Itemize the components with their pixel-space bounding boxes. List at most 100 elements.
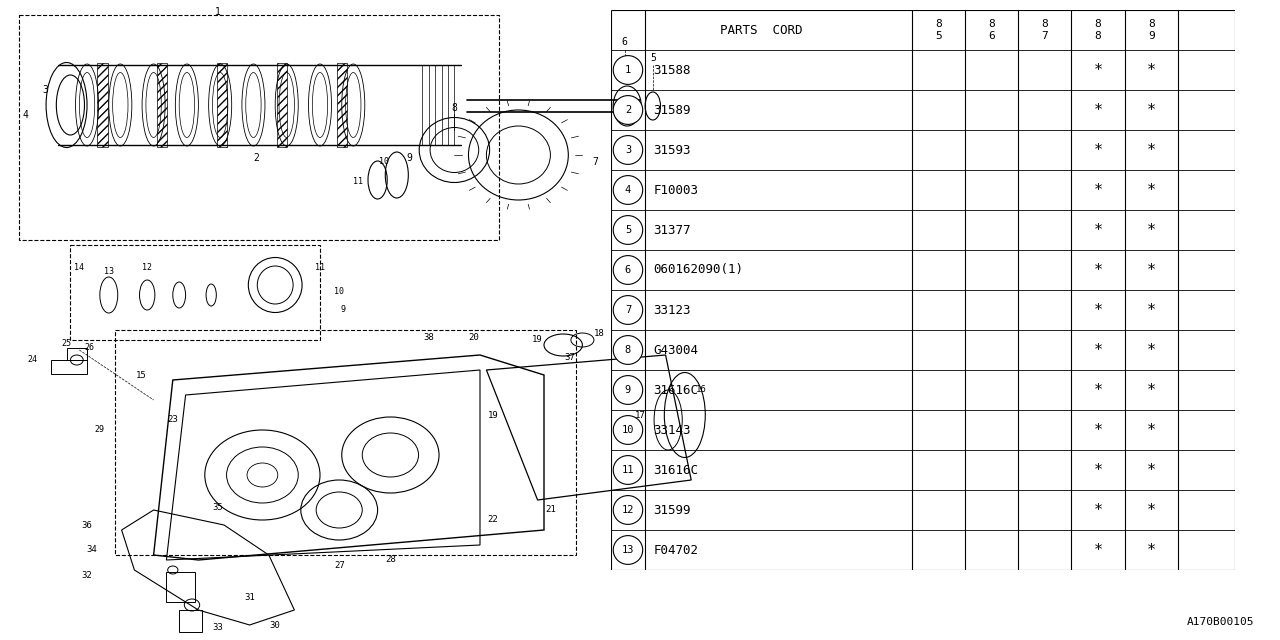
- Text: 060162090(1): 060162090(1): [654, 264, 744, 276]
- Text: *: *: [1147, 262, 1156, 278]
- Text: *: *: [1093, 102, 1102, 118]
- Text: 31593: 31593: [654, 143, 691, 157]
- Text: A170B00105: A170B00105: [1187, 617, 1254, 627]
- Text: *: *: [1147, 303, 1156, 317]
- Circle shape: [613, 95, 643, 124]
- Text: 17: 17: [635, 410, 645, 419]
- Text: 6: 6: [622, 37, 627, 47]
- Text: 2: 2: [625, 105, 631, 115]
- Text: 11: 11: [622, 465, 634, 475]
- Text: 7: 7: [593, 157, 598, 167]
- Text: *: *: [1093, 543, 1102, 557]
- Text: *: *: [1093, 463, 1102, 477]
- Text: 5: 5: [650, 53, 655, 63]
- Text: 7: 7: [625, 305, 631, 315]
- Text: 8: 8: [1042, 19, 1048, 29]
- Bar: [166, 572, 195, 602]
- Text: 8: 8: [988, 19, 995, 29]
- Text: 6: 6: [625, 265, 631, 275]
- Text: 3: 3: [42, 85, 47, 95]
- Text: 18: 18: [594, 328, 604, 337]
- Circle shape: [613, 376, 643, 404]
- Text: 20: 20: [468, 333, 479, 342]
- Text: 5: 5: [934, 31, 942, 41]
- Text: *: *: [1093, 422, 1102, 438]
- Text: *: *: [1147, 102, 1156, 118]
- Text: 33123: 33123: [654, 303, 691, 317]
- Circle shape: [613, 536, 643, 564]
- Text: 34: 34: [87, 545, 97, 554]
- Text: *: *: [1093, 63, 1102, 77]
- Text: 31616C: 31616C: [654, 383, 699, 397]
- Circle shape: [613, 255, 643, 284]
- Bar: [70, 245, 320, 340]
- Text: *: *: [1147, 182, 1156, 198]
- Text: 36: 36: [82, 520, 92, 529]
- Text: *: *: [1093, 502, 1102, 518]
- Text: 10: 10: [379, 157, 389, 166]
- Bar: [51, 360, 87, 374]
- Text: 10: 10: [622, 425, 634, 435]
- Bar: [157, 63, 168, 147]
- Text: *: *: [1147, 143, 1156, 157]
- Circle shape: [613, 335, 643, 364]
- Text: 38: 38: [424, 333, 434, 342]
- Text: 31: 31: [244, 593, 255, 602]
- Text: PARTS  CORD: PARTS CORD: [719, 24, 803, 36]
- Text: 12: 12: [622, 505, 634, 515]
- Circle shape: [613, 175, 643, 204]
- Text: 16: 16: [696, 385, 707, 394]
- Text: 9: 9: [407, 153, 412, 163]
- Text: *: *: [1147, 422, 1156, 438]
- Bar: [19, 15, 499, 240]
- Text: 11: 11: [315, 264, 325, 273]
- Text: 9: 9: [625, 385, 631, 395]
- Text: 25: 25: [61, 339, 72, 348]
- Text: *: *: [1093, 303, 1102, 317]
- Text: 31616C: 31616C: [654, 463, 699, 477]
- Text: 35: 35: [212, 504, 223, 513]
- Bar: [115, 330, 576, 555]
- Text: 2: 2: [253, 153, 259, 163]
- Text: *: *: [1093, 262, 1102, 278]
- Text: 10: 10: [334, 287, 344, 296]
- Text: 21: 21: [545, 506, 556, 515]
- Circle shape: [613, 216, 643, 244]
- Text: 28: 28: [385, 556, 396, 564]
- Bar: [67, 348, 87, 360]
- Text: 4: 4: [23, 110, 28, 120]
- Circle shape: [613, 296, 643, 324]
- Text: 31377: 31377: [654, 223, 691, 237]
- Text: 30: 30: [270, 621, 280, 630]
- Text: F10003: F10003: [654, 184, 699, 196]
- Circle shape: [613, 456, 643, 484]
- Text: 29: 29: [95, 426, 105, 435]
- Bar: [276, 63, 287, 147]
- Text: 5: 5: [625, 225, 631, 235]
- Text: 3: 3: [625, 145, 631, 155]
- Text: 9: 9: [340, 305, 346, 314]
- Text: *: *: [1093, 223, 1102, 237]
- Text: G43004: G43004: [654, 344, 699, 356]
- Text: 4: 4: [625, 185, 631, 195]
- Circle shape: [613, 415, 643, 444]
- Text: 8: 8: [1148, 19, 1155, 29]
- Text: 12: 12: [142, 264, 152, 273]
- Text: 31589: 31589: [654, 104, 691, 116]
- Text: 7: 7: [1042, 31, 1048, 41]
- Text: 26: 26: [84, 344, 95, 353]
- Text: 13: 13: [622, 545, 634, 555]
- Text: 9: 9: [1148, 31, 1155, 41]
- Text: *: *: [1093, 342, 1102, 358]
- Bar: [218, 63, 228, 147]
- Text: *: *: [1093, 383, 1102, 397]
- Text: *: *: [1147, 383, 1156, 397]
- Bar: [179, 610, 202, 632]
- Circle shape: [613, 495, 643, 524]
- Text: 11: 11: [353, 177, 364, 186]
- Text: *: *: [1147, 463, 1156, 477]
- Text: 15: 15: [136, 371, 146, 380]
- Text: *: *: [1147, 502, 1156, 518]
- Text: 31588: 31588: [654, 63, 691, 77]
- Text: 8: 8: [934, 19, 942, 29]
